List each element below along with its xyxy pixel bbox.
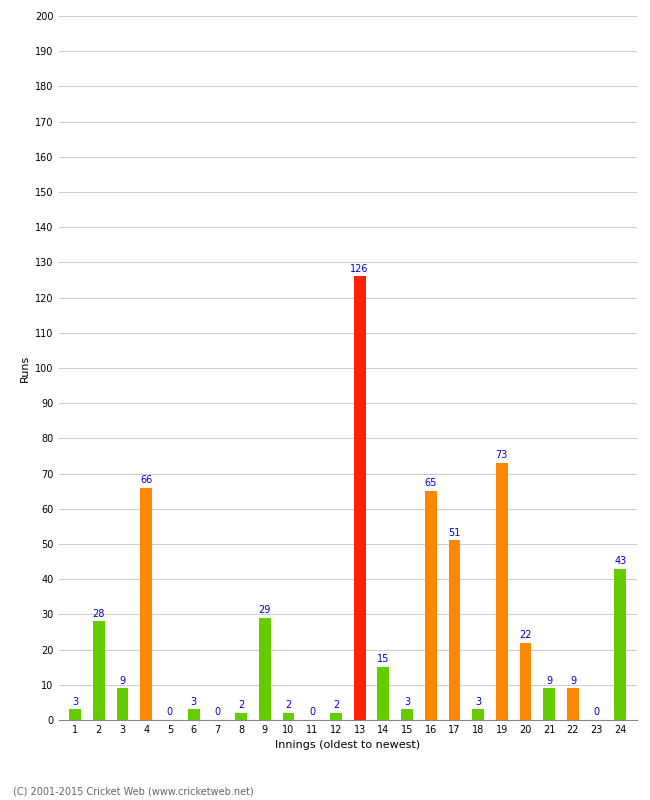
Text: 9: 9 <box>570 675 576 686</box>
Bar <box>235 713 247 720</box>
Bar <box>567 688 579 720</box>
Text: 0: 0 <box>167 707 173 717</box>
Text: 3: 3 <box>190 697 197 706</box>
Bar <box>116 688 129 720</box>
Bar <box>614 569 627 720</box>
Bar <box>425 491 437 720</box>
Text: 22: 22 <box>519 630 532 640</box>
Bar <box>472 710 484 720</box>
Text: 73: 73 <box>496 450 508 460</box>
Bar <box>259 618 270 720</box>
Text: 29: 29 <box>259 605 271 615</box>
Text: 2: 2 <box>238 700 244 710</box>
Bar <box>378 667 389 720</box>
Text: 66: 66 <box>140 475 152 485</box>
Bar <box>519 642 532 720</box>
Y-axis label: Runs: Runs <box>20 354 30 382</box>
Text: 9: 9 <box>120 675 125 686</box>
X-axis label: Innings (oldest to newest): Innings (oldest to newest) <box>275 741 421 750</box>
Text: 126: 126 <box>350 264 369 274</box>
Bar <box>330 713 342 720</box>
Text: 0: 0 <box>309 707 315 717</box>
Text: 0: 0 <box>214 707 220 717</box>
Text: 3: 3 <box>72 697 78 706</box>
Bar <box>188 710 200 720</box>
Bar <box>401 710 413 720</box>
Bar <box>543 688 555 720</box>
Bar <box>140 488 152 720</box>
Text: 51: 51 <box>448 528 461 538</box>
Text: 43: 43 <box>614 556 627 566</box>
Text: 65: 65 <box>424 478 437 488</box>
Bar <box>69 710 81 720</box>
Bar <box>448 541 460 720</box>
Text: 2: 2 <box>285 700 292 710</box>
Bar <box>283 713 294 720</box>
Text: 3: 3 <box>404 697 410 706</box>
Bar <box>496 463 508 720</box>
Text: 15: 15 <box>377 654 389 664</box>
Text: 0: 0 <box>593 707 600 717</box>
Bar <box>354 277 365 720</box>
Text: 9: 9 <box>546 675 552 686</box>
Text: 28: 28 <box>92 609 105 618</box>
Text: 2: 2 <box>333 700 339 710</box>
Text: 3: 3 <box>475 697 481 706</box>
Text: (C) 2001-2015 Cricket Web (www.cricketweb.net): (C) 2001-2015 Cricket Web (www.cricketwe… <box>13 786 254 796</box>
Bar <box>93 622 105 720</box>
